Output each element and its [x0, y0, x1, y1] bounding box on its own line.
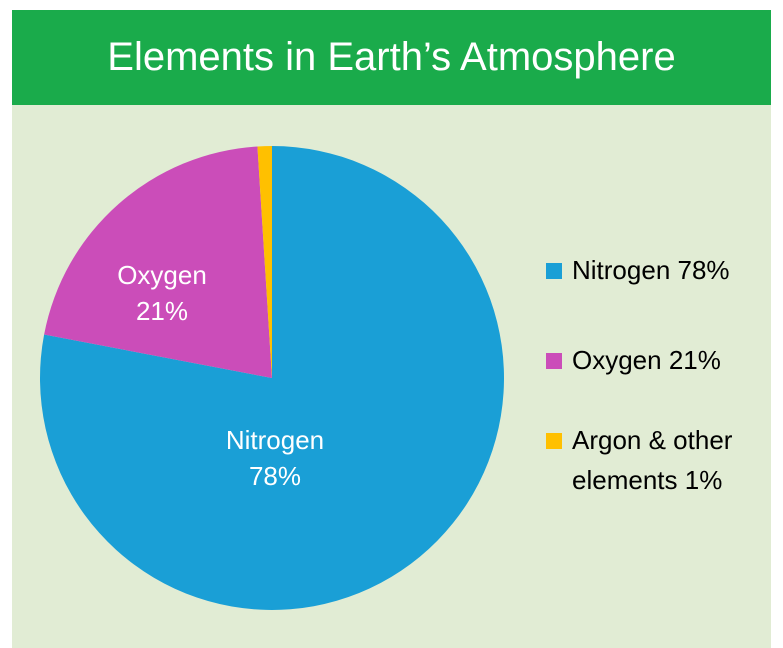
legend-value: 21%: [668, 345, 721, 375]
pie-slice: [44, 146, 272, 378]
legend-entry: Nitrogen 78%: [546, 250, 762, 290]
legend-swatch: [546, 263, 562, 279]
legend-label: Nitrogen: [572, 255, 671, 285]
pie-slice: [257, 146, 272, 378]
legend-swatch: [546, 353, 562, 369]
legend-value: 1%: [684, 465, 723, 495]
legend: Nitrogen 78% Oxygen 21% Argon & other elem…: [546, 250, 766, 500]
legend-swatch: [546, 433, 562, 449]
legend-entry: Argon & other elements 1%: [546, 420, 762, 500]
legend-entry: Oxygen 21%: [546, 340, 762, 380]
slice-label-name: Oxygen: [117, 260, 207, 290]
slice-label-value: 21%: [136, 296, 188, 326]
chart-title: Elements in Earth’s Atmosphere: [12, 10, 771, 105]
pie-slice: [40, 146, 504, 611]
legend-value: 78%: [677, 255, 730, 285]
slice-label-value: 78%: [249, 461, 301, 491]
legend-label: Argon & other elements: [572, 425, 733, 495]
legend-label: Oxygen: [572, 345, 662, 375]
slice-label-name: Nitrogen: [226, 425, 324, 455]
